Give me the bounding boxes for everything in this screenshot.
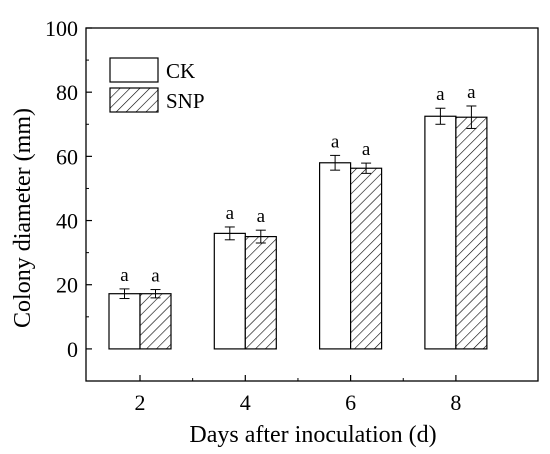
bar-ck-2: [108, 293, 141, 350]
significance-label: a: [331, 131, 340, 152]
plot-area: a a a a a a a a 0 20 40 60 80 100 2 4 6 8 CK SNP: [45, 16, 539, 415]
y-tick-label: 80: [56, 80, 78, 105]
x-tick-label: 8: [450, 390, 461, 415]
y-tick-label: 100: [45, 16, 78, 41]
significance-label: a: [151, 266, 160, 287]
y-tick-label: 60: [56, 144, 78, 169]
y-tick-label: 20: [56, 273, 78, 298]
legend-label-ck: CK: [166, 59, 195, 83]
x-tick-label: 6: [345, 390, 356, 415]
x-tick-label: 4: [240, 390, 251, 415]
y-axis-label: Colony diameter (mm): [10, 108, 36, 328]
bar-snp-6: [350, 167, 383, 350]
bar-snp-2: [139, 293, 172, 350]
legend-swatch-ck: [109, 57, 159, 83]
y-tick-label: 40: [56, 209, 78, 234]
significance-label: a: [120, 265, 129, 286]
legend-swatch-snp: [109, 87, 159, 113]
x-axis-label: Days after inoculation (d): [189, 422, 436, 448]
bar-snp-8: [455, 116, 488, 350]
bar-ck-8: [424, 115, 457, 350]
x-tick-label: 2: [135, 390, 146, 415]
legend-label-snp: SNP: [166, 89, 205, 113]
significance-label: a: [257, 206, 266, 227]
y-tick-label: 0: [67, 337, 78, 362]
significance-label: a: [436, 84, 445, 105]
bar-snp-4: [244, 235, 277, 350]
bar-ck-6: [319, 162, 352, 350]
bar-ck-4: [213, 232, 246, 350]
significance-label: a: [226, 203, 235, 224]
plot-frame: [85, 27, 539, 382]
significance-label: a: [467, 82, 476, 103]
significance-label: a: [362, 139, 371, 160]
